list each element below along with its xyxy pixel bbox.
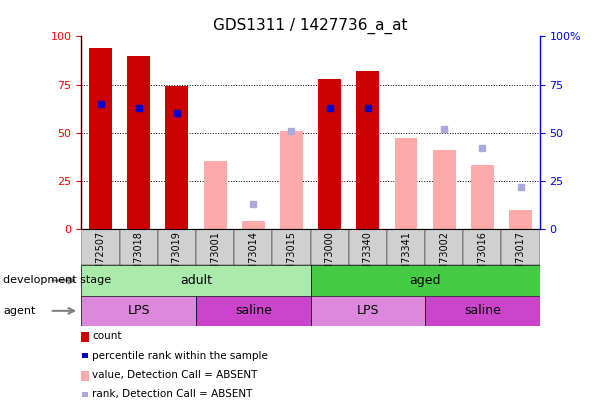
- Bar: [196, 229, 234, 265]
- Bar: [463, 229, 502, 265]
- Text: saline: saline: [464, 304, 501, 318]
- Text: development stage: development stage: [3, 275, 111, 286]
- Bar: [425, 296, 540, 326]
- Bar: [280, 131, 303, 229]
- Text: rank, Detection Call = ABSENT: rank, Detection Call = ABSENT: [92, 390, 253, 399]
- Bar: [81, 296, 196, 326]
- Text: GSM73000: GSM73000: [324, 231, 335, 284]
- Bar: [471, 165, 494, 229]
- Text: GSM73002: GSM73002: [439, 231, 449, 284]
- Bar: [81, 229, 119, 265]
- Text: GSM73014: GSM73014: [248, 231, 258, 284]
- Bar: [242, 221, 265, 229]
- Bar: [349, 229, 387, 265]
- Text: GSM73016: GSM73016: [478, 231, 487, 284]
- Text: count: count: [92, 331, 122, 341]
- Text: GSM73340: GSM73340: [363, 231, 373, 284]
- Title: GDS1311 / 1427736_a_at: GDS1311 / 1427736_a_at: [213, 17, 408, 34]
- Text: LPS: LPS: [356, 304, 379, 318]
- Bar: [318, 79, 341, 229]
- Bar: [234, 229, 273, 265]
- Text: saline: saline: [235, 304, 272, 318]
- Bar: [204, 162, 227, 229]
- Bar: [502, 229, 540, 265]
- Bar: [196, 296, 311, 326]
- Bar: [127, 56, 150, 229]
- Text: GSM72507: GSM72507: [95, 231, 106, 284]
- Bar: [425, 229, 463, 265]
- Text: adult: adult: [180, 274, 212, 287]
- Text: GSM73015: GSM73015: [286, 231, 297, 284]
- Bar: [311, 229, 349, 265]
- Text: agent: agent: [3, 306, 36, 316]
- Bar: [433, 150, 456, 229]
- Bar: [311, 296, 425, 326]
- Text: GSM73001: GSM73001: [210, 231, 220, 284]
- Text: GSM73017: GSM73017: [516, 231, 526, 284]
- Bar: [165, 87, 188, 229]
- Bar: [81, 265, 311, 296]
- Text: GSM73341: GSM73341: [401, 231, 411, 284]
- Text: GSM73018: GSM73018: [134, 231, 144, 284]
- Bar: [158, 229, 196, 265]
- Bar: [509, 210, 532, 229]
- Bar: [119, 229, 158, 265]
- Text: percentile rank within the sample: percentile rank within the sample: [92, 351, 268, 360]
- Bar: [394, 139, 417, 229]
- Bar: [387, 229, 425, 265]
- Text: GSM73019: GSM73019: [172, 231, 182, 284]
- Bar: [89, 48, 112, 229]
- Text: value, Detection Call = ABSENT: value, Detection Call = ABSENT: [92, 370, 257, 380]
- Bar: [356, 71, 379, 229]
- Text: aged: aged: [409, 274, 441, 287]
- Bar: [273, 229, 311, 265]
- Bar: [311, 265, 540, 296]
- Text: LPS: LPS: [127, 304, 150, 318]
